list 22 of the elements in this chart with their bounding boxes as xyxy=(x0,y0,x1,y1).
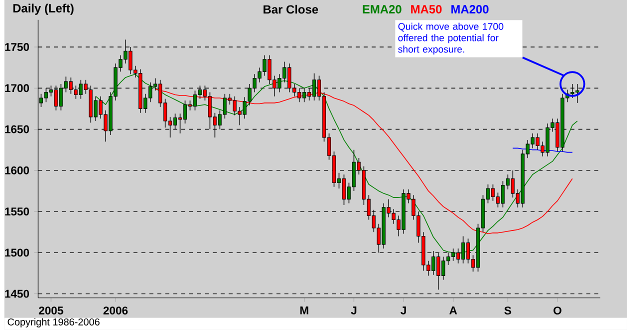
x-tick-label: 2005 xyxy=(38,306,64,315)
text: Copyright 1986-2006 xyxy=(8,318,100,328)
y-tick-label: 1500 xyxy=(5,248,29,257)
annotation: Quick move above 1700 offered the potential for short exposure. xyxy=(398,22,504,55)
legend-label: MA200 xyxy=(451,5,489,14)
x-tick-label: J xyxy=(350,306,356,315)
y-tick-label: 1650 xyxy=(5,125,29,134)
text: EMA20 xyxy=(362,5,402,14)
y-tick-label: 1700 xyxy=(5,84,29,92)
x-tick-label: 2006 xyxy=(103,306,128,315)
x-tick-label: S xyxy=(504,306,512,315)
chart-title: Daily (Left) xyxy=(13,4,74,15)
chart-subtitle: Bar Close xyxy=(264,5,318,14)
y-tick-label: 1550 xyxy=(5,208,29,216)
x-tick-label: M xyxy=(300,306,308,314)
y-tick-label: 1750 xyxy=(5,43,29,52)
x-tick-label: O xyxy=(554,306,562,315)
x-tick-label: J xyxy=(400,306,406,315)
y-tick-label: 1450 xyxy=(5,290,29,298)
text: MA50 xyxy=(411,5,442,14)
y-tick-label: 1600 xyxy=(5,166,29,175)
x-tick-label: A xyxy=(449,306,457,314)
